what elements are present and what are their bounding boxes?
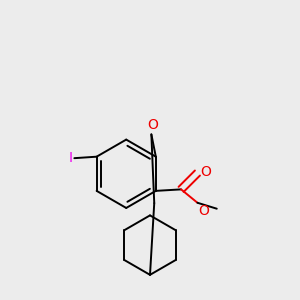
Text: O: O <box>199 204 209 218</box>
Text: I: I <box>69 151 73 165</box>
Text: O: O <box>200 165 211 179</box>
Text: O: O <box>147 118 158 132</box>
